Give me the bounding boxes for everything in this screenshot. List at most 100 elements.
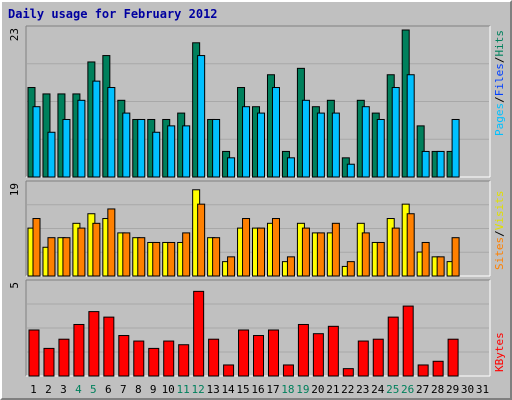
bar-sites — [451, 237, 460, 277]
x-tick-label: 20 — [311, 383, 324, 396]
x-tick-label: 24 — [371, 383, 385, 396]
x-tick-label: 14 — [221, 383, 235, 396]
legend-hits: Hits — [493, 30, 506, 57]
x-tick-label: 19 — [296, 383, 309, 396]
x-tick-label: 15 — [236, 383, 249, 396]
bar-files — [242, 106, 251, 178]
bar-files — [32, 106, 41, 178]
legend-visits: Visits — [493, 191, 506, 231]
x-tick-label: 1 — [30, 383, 37, 396]
x-tick-label: 3 — [60, 383, 67, 396]
bar-files — [182, 125, 191, 178]
x-tick-label: 11 — [177, 383, 190, 396]
bar-sites — [197, 203, 206, 277]
bar-sites — [361, 232, 370, 277]
bar-sites — [182, 232, 191, 277]
bar-kbytes — [73, 323, 85, 377]
x-tick-label: 29 — [446, 383, 459, 396]
bar-sites — [62, 237, 71, 277]
bar-sites — [77, 227, 86, 277]
legend-kbytes: KBytes — [493, 332, 506, 372]
bar-files — [107, 87, 116, 178]
bar-sites — [47, 237, 56, 277]
bar-kbytes — [88, 311, 100, 377]
bar-kbytes — [372, 338, 384, 377]
bar-kbytes — [178, 344, 190, 377]
bar-files — [167, 125, 176, 178]
bar-kbytes — [133, 340, 145, 377]
x-tick-label: 30 — [461, 383, 474, 396]
x-tick-label: 27 — [416, 383, 429, 396]
bar-sites — [316, 232, 325, 277]
bar-files — [301, 99, 310, 178]
x-tick-label: 13 — [206, 383, 219, 396]
bar-kbytes — [103, 316, 115, 377]
bar-files — [122, 112, 131, 178]
bar-files — [391, 87, 400, 178]
bar-files — [137, 118, 146, 178]
y-max-label: 19 — [8, 183, 21, 196]
bar-sites — [331, 222, 340, 277]
bar-kbytes — [402, 305, 414, 377]
bar-files — [376, 118, 385, 178]
legend-sites: Sites — [493, 237, 506, 270]
bar-kbytes — [253, 335, 265, 377]
legend-separator: / — [493, 57, 506, 64]
bar-kbytes — [327, 325, 339, 377]
x-tick-label: 23 — [356, 383, 369, 396]
x-tick-label: 28 — [431, 383, 444, 396]
legend-pages: Pages — [493, 103, 506, 136]
x-tick-label: 5 — [90, 383, 97, 396]
chart-title: Daily usage for February 2012 — [8, 7, 218, 21]
x-tick-label: 17 — [266, 383, 279, 396]
bar-files — [62, 118, 71, 178]
legend-separator: / — [493, 230, 506, 237]
bar-sites — [107, 208, 116, 277]
bar-kbytes — [357, 340, 369, 377]
x-tick-label: 26 — [401, 383, 414, 396]
bar-sites — [227, 256, 236, 277]
x-tick-label: 12 — [192, 383, 205, 396]
x-tick-label: 16 — [251, 383, 264, 396]
bar-sites — [421, 241, 430, 277]
bar-files — [227, 157, 236, 178]
x-tick-label: 25 — [386, 383, 399, 396]
bar-kbytes — [447, 338, 459, 377]
legend-separator: / — [493, 96, 506, 103]
bar-kbytes — [297, 323, 309, 377]
bar-files — [77, 99, 86, 178]
y-max-label: 5 — [8, 282, 21, 289]
x-tick-label: 31 — [476, 383, 489, 396]
bar-kbytes — [312, 333, 324, 377]
bar-sites — [212, 237, 221, 277]
bar-sites — [301, 227, 310, 277]
x-tick-label: 4 — [75, 383, 82, 396]
bar-kbytes — [342, 368, 354, 377]
bar-sites — [242, 218, 251, 277]
bar-files — [316, 112, 325, 178]
bar-kbytes — [28, 329, 40, 377]
bar-kbytes — [417, 364, 429, 377]
bar-kbytes — [208, 338, 220, 377]
x-tick-label: 2 — [45, 383, 52, 396]
bar-files — [197, 55, 206, 178]
legend-files: Files — [493, 63, 506, 96]
bar-sites — [376, 241, 385, 277]
bar-files — [406, 74, 415, 178]
bar-files — [47, 131, 56, 178]
bar-sites — [167, 241, 176, 277]
y-max-label: 23 — [8, 28, 21, 41]
x-tick-label: 9 — [150, 383, 157, 396]
bar-files — [331, 112, 340, 178]
bar-sites — [406, 213, 415, 277]
bar-kbytes — [432, 360, 444, 377]
bar-kbytes — [282, 364, 294, 377]
bar-sites — [137, 237, 146, 277]
x-tick-label: 6 — [105, 383, 112, 396]
legend: Sites/Visits — [493, 191, 506, 271]
bar-sites — [286, 256, 295, 277]
legend: Pages/Files/Hits — [493, 30, 506, 136]
bar-files — [212, 118, 221, 178]
bar-sites — [271, 218, 280, 277]
